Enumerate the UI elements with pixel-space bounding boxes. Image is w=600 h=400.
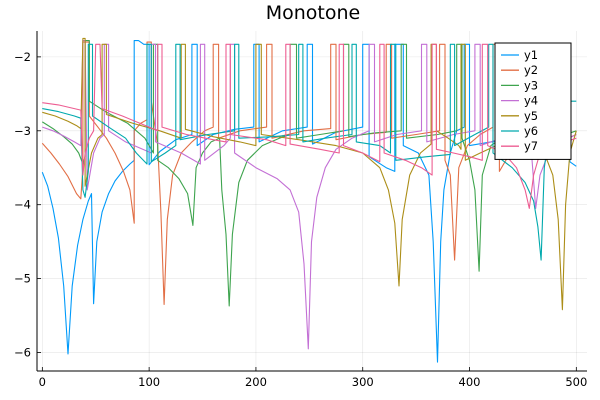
axes	[36, 31, 587, 372]
legend-label-y4: y4	[524, 94, 538, 108]
legend-label-y5: y5	[524, 109, 538, 123]
legend-label-y7: y7	[524, 139, 538, 153]
series-line-y6	[42, 43, 577, 261]
plot-area	[41, 37, 577, 363]
series-line-y4	[42, 40, 577, 350]
x-tick-label: 300	[352, 375, 374, 389]
legend-label-y2: y2	[524, 63, 538, 77]
y-tick-label: −3	[14, 124, 31, 138]
legend-label-y3: y3	[524, 78, 538, 92]
x-tick-label: 100	[138, 375, 160, 389]
x-tick-label: 400	[459, 375, 481, 389]
series-line-y7	[42, 43, 577, 209]
x-tick-label: 0	[39, 375, 46, 389]
chart-title: Monotone	[266, 2, 361, 24]
x-tick-label: 500	[565, 375, 587, 389]
legend-label-y1: y1	[524, 48, 538, 62]
y-tick-label: −2	[14, 50, 31, 64]
series-line-y1	[41, 40, 577, 363]
x-tick-label: 200	[245, 375, 267, 389]
y-tick-label: −4	[14, 198, 31, 212]
y-tick-label: −5	[14, 272, 31, 286]
y-tick-label: −6	[14, 346, 31, 360]
tick-labels: 0 100 200 300 400 500 −6 −5 −4 −3 −2	[14, 50, 587, 389]
legend-label-y6: y6	[524, 124, 538, 138]
